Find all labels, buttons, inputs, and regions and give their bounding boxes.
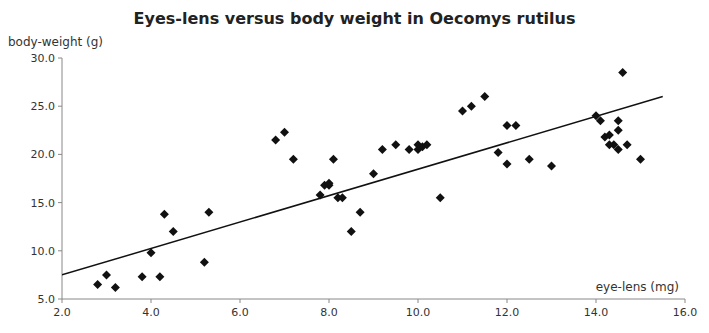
x-tick-label: 14.0 — [584, 306, 609, 319]
scatter-point — [169, 227, 178, 236]
scatter-point — [289, 155, 298, 164]
scatter-point — [325, 179, 334, 188]
x-tick — [685, 299, 686, 303]
chart: Eyes-lens versus body weight in Oecomys … — [0, 0, 709, 333]
plot-area — [62, 68, 663, 292]
x-tick-label: 10.0 — [406, 306, 431, 319]
y-tick — [58, 250, 62, 251]
x-axis-label: eye-lens (mg) — [596, 280, 679, 294]
scatter-point — [316, 190, 325, 199]
x-tick — [507, 299, 508, 303]
scatter-point — [271, 135, 280, 144]
scatter-point — [614, 126, 623, 135]
scatter-point — [391, 140, 400, 149]
scatter-point — [329, 155, 338, 164]
scatter-point — [614, 116, 623, 125]
scatter-point — [378, 145, 387, 154]
x-tick-label: 16.0 — [673, 306, 698, 319]
scatter-point — [338, 193, 347, 202]
x-tick-label: 2.0 — [53, 306, 71, 319]
scatter-point — [596, 116, 605, 125]
scatter-point — [147, 248, 156, 257]
x-tick — [329, 299, 330, 303]
scatter-point — [160, 210, 169, 219]
scatter-point — [494, 148, 503, 157]
scatter-point — [111, 283, 120, 292]
scatter-point — [467, 102, 476, 111]
x-tick — [62, 299, 63, 303]
y-tick — [58, 154, 62, 155]
scatter-point — [200, 258, 209, 267]
scatter-point — [503, 121, 512, 130]
y-tick-label: 10.0 — [31, 245, 56, 258]
x-tick — [596, 299, 597, 303]
scatter-point — [138, 272, 147, 281]
y-tick-label: 30.0 — [31, 52, 56, 65]
scatter-point — [480, 92, 489, 101]
scatter-point — [155, 272, 164, 281]
scatter-point — [636, 155, 645, 164]
scatter-point — [347, 227, 356, 236]
y-axis-line — [62, 58, 63, 299]
scatter-point — [356, 208, 365, 217]
y-axis-label: body-weight (g) — [8, 35, 103, 49]
x-tick-label: 4.0 — [142, 306, 160, 319]
x-tick — [418, 299, 419, 303]
y-tick-label: 15.0 — [31, 197, 56, 210]
x-tick — [240, 299, 241, 303]
y-tick — [58, 106, 62, 107]
scatter-point — [422, 140, 431, 149]
scatter-point — [93, 280, 102, 289]
scatter-point — [525, 155, 534, 164]
x-tick — [151, 299, 152, 303]
scatter-point — [618, 68, 627, 77]
scatter-point — [614, 145, 623, 154]
x-tick-label: 8.0 — [320, 306, 338, 319]
y-tick — [58, 202, 62, 203]
scatter-point — [102, 270, 111, 279]
scatter-point — [458, 107, 467, 116]
y-tick — [58, 299, 62, 300]
scatter-point — [503, 160, 512, 169]
scatter-point — [405, 145, 414, 154]
x-tick-label: 6.0 — [231, 306, 249, 319]
scatter-point — [511, 121, 520, 130]
background — [0, 0, 709, 333]
scatter-point — [280, 128, 289, 137]
y-tick — [58, 58, 62, 59]
scatter-point — [547, 161, 556, 170]
y-tick-label: 20.0 — [31, 148, 56, 161]
title: Eyes-lens versus body weight in Oecomys … — [134, 9, 576, 28]
x-tick-label: 12.0 — [495, 306, 520, 319]
scatter-point — [623, 140, 632, 149]
regression-line — [62, 97, 663, 275]
scatter-point — [204, 208, 213, 217]
y-tick-label: 25.0 — [31, 100, 56, 113]
scatter-point — [605, 131, 614, 140]
y-tick-label: 5.0 — [38, 293, 56, 306]
x-axis-line — [62, 299, 685, 300]
scatter-point — [369, 169, 378, 178]
scatter-point — [436, 193, 445, 202]
